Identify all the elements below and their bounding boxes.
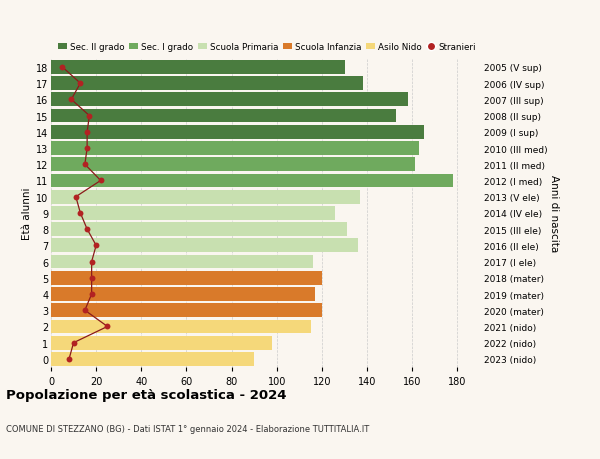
Point	[85, 112, 94, 120]
Bar	[51, 223, 347, 236]
Y-axis label: Anni di nascita: Anni di nascita	[549, 175, 559, 252]
Point	[87, 291, 97, 298]
Point	[58, 64, 67, 72]
Point	[82, 226, 92, 233]
Legend: Sec. II grado, Sec. I grado, Scuola Primaria, Scuola Infanzia, Asilo Nido, Stran: Sec. II grado, Sec. I grado, Scuola Prim…	[58, 43, 476, 52]
Bar	[51, 61, 344, 75]
Y-axis label: Età alunni: Età alunni	[22, 187, 32, 240]
Text: Popolazione per età scolastica - 2024: Popolazione per età scolastica - 2024	[6, 388, 287, 401]
Point	[91, 242, 101, 250]
Bar	[51, 320, 311, 334]
Bar	[51, 174, 453, 188]
Bar	[51, 77, 362, 91]
Point	[71, 194, 80, 201]
Text: COMUNE DI STEZZANO (BG) - Dati ISTAT 1° gennaio 2024 - Elaborazione TUTTITALIA.I: COMUNE DI STEZZANO (BG) - Dati ISTAT 1° …	[6, 425, 369, 434]
Point	[87, 274, 97, 282]
Bar	[51, 239, 358, 253]
Point	[80, 161, 89, 168]
Point	[76, 210, 85, 217]
Bar	[51, 287, 315, 301]
Point	[103, 323, 112, 330]
Point	[64, 355, 74, 363]
Point	[87, 258, 97, 266]
Bar	[51, 352, 254, 366]
Bar	[51, 255, 313, 269]
Bar	[51, 109, 397, 123]
Point	[76, 80, 85, 88]
Bar	[51, 158, 415, 172]
Bar	[51, 126, 424, 140]
Point	[67, 96, 76, 104]
Bar	[51, 336, 272, 350]
Bar	[51, 271, 322, 285]
Point	[82, 129, 92, 136]
Point	[69, 339, 79, 347]
Bar	[51, 304, 322, 318]
Bar	[51, 190, 361, 204]
Bar	[51, 142, 419, 156]
Point	[80, 307, 89, 314]
Bar	[51, 207, 335, 220]
Point	[82, 145, 92, 152]
Bar	[51, 93, 408, 107]
Point	[96, 177, 106, 185]
